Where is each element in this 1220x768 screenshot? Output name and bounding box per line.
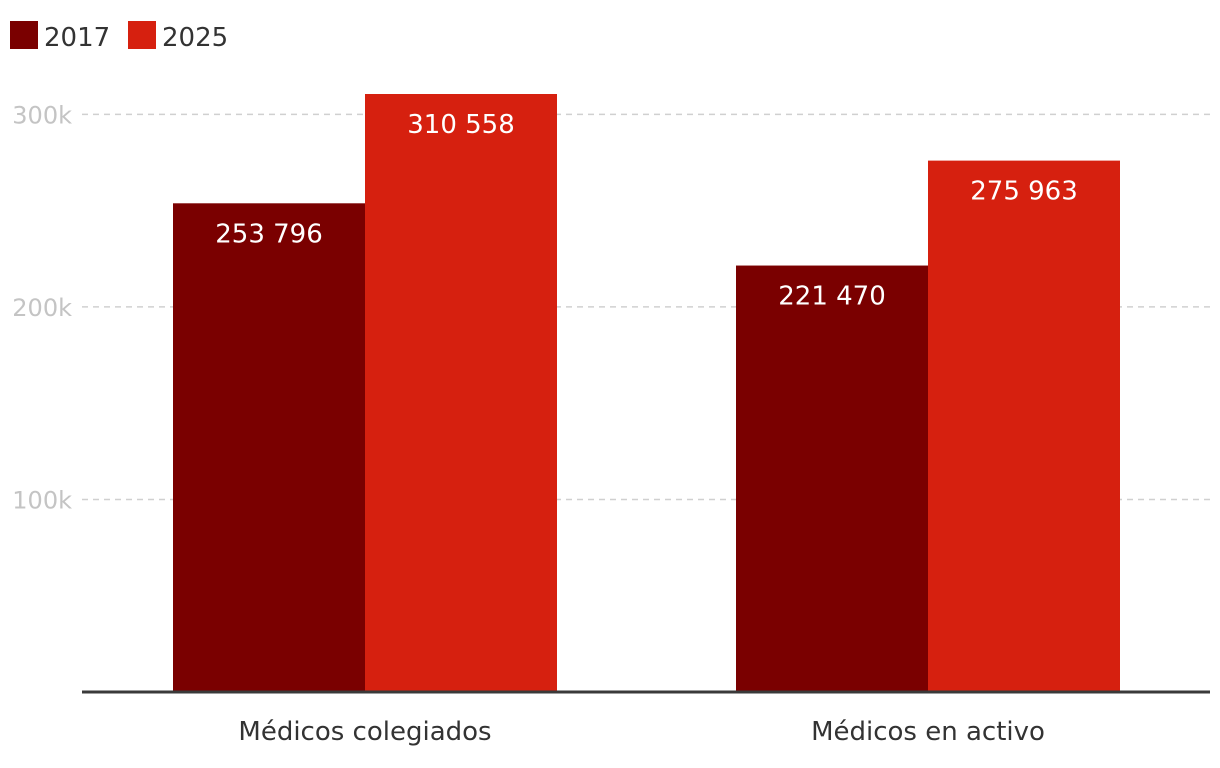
y-tick-label-200k: 200k [12,294,72,322]
legend-swatch-2025 [128,21,156,49]
bar-2025-0 [365,94,557,692]
data-labels: 253 796 310 558 221 470 275 963 [215,110,1078,312]
data-label-2017-0: 253 796 [215,219,323,249]
data-label-2025-1: 275 963 [970,177,1078,207]
bar-2017-1 [736,265,928,692]
y-tick-label-100k: 100k [12,486,72,514]
legend-label-2017: 2017 [44,23,110,53]
category-label-0: Médicos colegiados [238,717,491,747]
y-tick-label-300k: 300k [12,101,72,129]
legend-label-2025: 2025 [162,23,228,53]
data-label-2017-1: 221 470 [778,282,886,312]
category-labels: Médicos colegiados Médicos en activo [238,717,1045,747]
data-label-2025-0: 310 558 [407,110,515,140]
bars [173,94,1120,692]
bar-2017-0 [173,203,365,692]
bar-2025-1 [928,160,1120,692]
legend-swatch-2017 [10,21,38,49]
category-label-1: Médicos en activo [811,717,1045,747]
legend: 2017 2025 [10,21,228,53]
